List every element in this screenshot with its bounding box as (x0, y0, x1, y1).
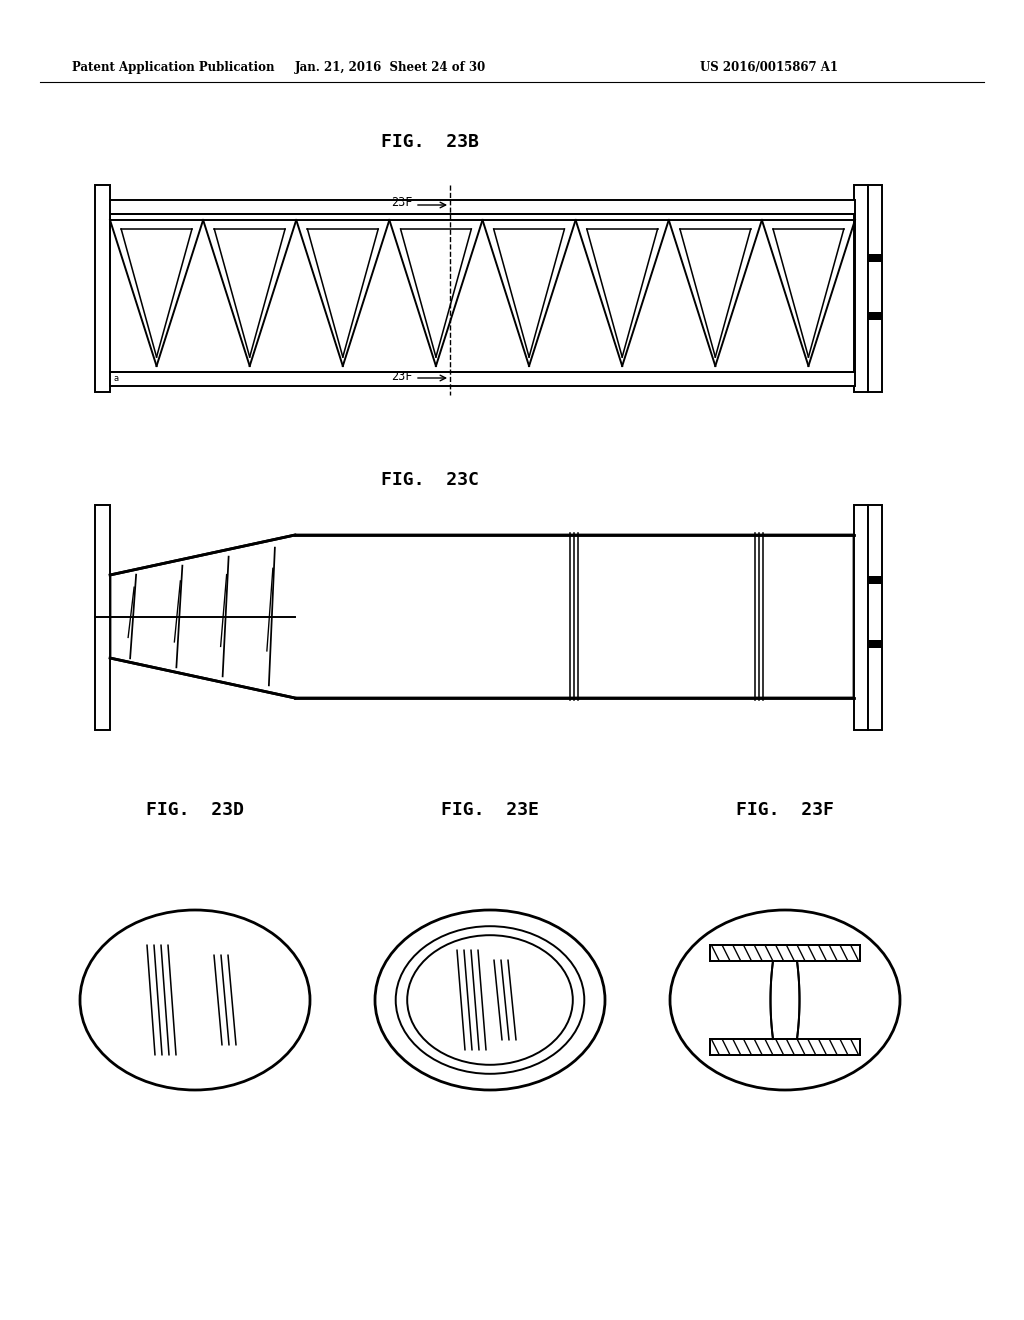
Bar (868, 185, 882, 392)
Polygon shape (770, 961, 800, 1039)
Bar (95, 185, 110, 392)
Bar (868, 576, 882, 583)
Text: Patent Application Publication: Patent Application Publication (72, 62, 274, 74)
Bar (868, 253, 882, 261)
Bar (710, 945, 860, 961)
Bar (710, 1039, 860, 1055)
Text: a: a (114, 374, 119, 383)
Bar (110, 214, 855, 372)
Polygon shape (110, 535, 854, 698)
Text: FIG.  23E: FIG. 23E (441, 801, 539, 818)
Text: Jan. 21, 2016  Sheet 24 of 30: Jan. 21, 2016 Sheet 24 of 30 (294, 62, 485, 74)
Bar (854, 185, 868, 392)
Ellipse shape (670, 909, 900, 1090)
Ellipse shape (408, 935, 572, 1065)
Bar (868, 506, 882, 730)
Ellipse shape (375, 909, 605, 1090)
Text: FIG.  23B: FIG. 23B (381, 133, 479, 150)
Ellipse shape (80, 909, 310, 1090)
Text: US 2016/0015867 A1: US 2016/0015867 A1 (700, 62, 838, 74)
Bar (868, 640, 882, 648)
Text: FIG.  23D: FIG. 23D (146, 801, 244, 818)
Bar (110, 201, 855, 214)
Text: FIG.  23C: FIG. 23C (381, 471, 479, 488)
Text: FIG.  23F: FIG. 23F (736, 801, 834, 818)
Bar (110, 214, 855, 372)
Bar (95, 506, 110, 730)
Text: 23F: 23F (390, 370, 412, 383)
Bar (854, 506, 868, 730)
Bar (110, 372, 855, 385)
Text: 23F: 23F (390, 197, 412, 210)
Ellipse shape (395, 927, 585, 1073)
Bar (868, 312, 882, 319)
